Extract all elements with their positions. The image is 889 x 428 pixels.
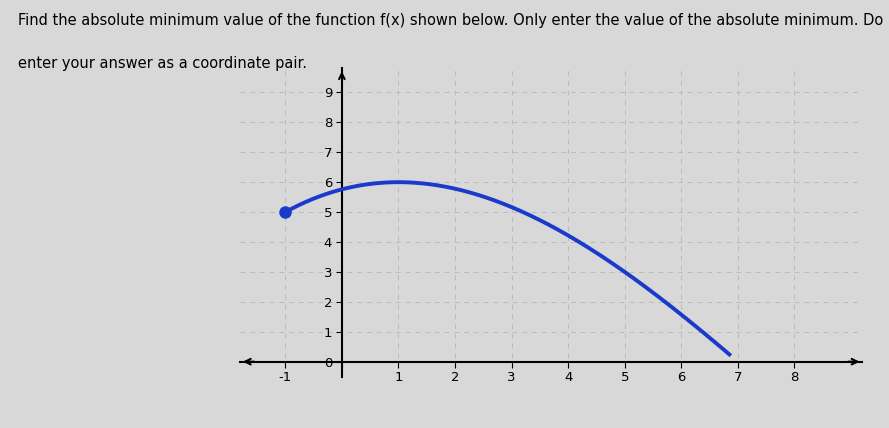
Text: Find the absolute minimum value of the function f(x) shown below. Only enter the: Find the absolute minimum value of the f… <box>18 13 889 28</box>
Text: enter your answer as a coordinate pair.: enter your answer as a coordinate pair. <box>18 56 307 71</box>
